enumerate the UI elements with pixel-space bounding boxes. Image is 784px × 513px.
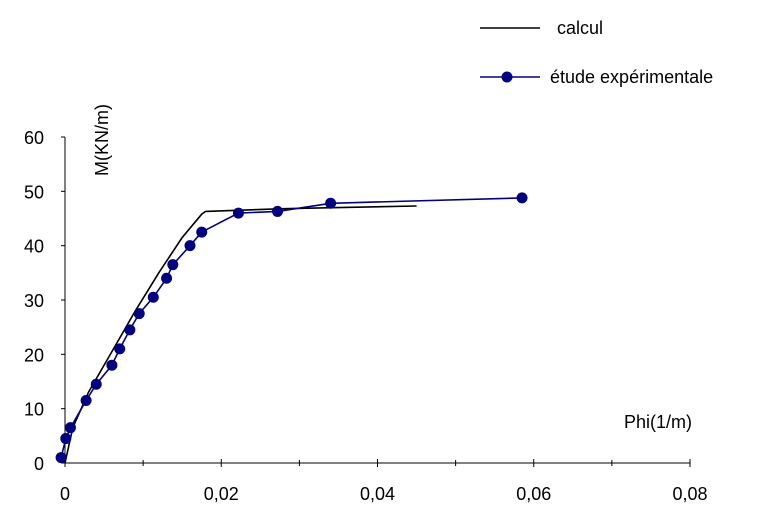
data-point xyxy=(114,343,126,355)
x-axis: 0 0,02 0,04 0,06 0,08 xyxy=(60,459,708,504)
data-point xyxy=(161,272,173,284)
legend-item-etude: étude expérimentale xyxy=(480,67,713,87)
y-tick-label: 60 xyxy=(24,128,44,148)
x-tick-label: 0,02 xyxy=(204,484,239,504)
data-point xyxy=(133,308,145,320)
data-point xyxy=(196,226,208,238)
x-axis-title: Phi(1/m) xyxy=(624,412,692,432)
y-tick-label: 0 xyxy=(34,454,44,474)
y-tick-label: 50 xyxy=(24,182,44,202)
data-point xyxy=(90,378,102,390)
data-point xyxy=(272,205,283,217)
x-tick-label: 0 xyxy=(60,484,70,504)
x-tick-label: 0,04 xyxy=(360,484,395,504)
x-tick-label: 0,06 xyxy=(516,484,551,504)
y-tick-label: 10 xyxy=(24,400,44,420)
legend-item-calcul: calcul xyxy=(480,18,603,38)
data-point xyxy=(325,197,337,209)
data-point xyxy=(232,207,244,219)
series-etude xyxy=(55,192,528,464)
data-point xyxy=(147,291,159,303)
y-axis-title: M(KN/m) xyxy=(92,104,112,176)
data-point xyxy=(64,422,76,434)
data-point xyxy=(60,433,72,445)
data-point xyxy=(55,452,67,464)
y-tick-label: 30 xyxy=(24,291,44,311)
legend-label-calcul: calcul xyxy=(557,18,603,38)
x-tick-label: 0,08 xyxy=(672,484,707,504)
series-calcul xyxy=(64,205,417,464)
legend-swatch-etude-marker xyxy=(501,71,513,83)
data-point xyxy=(80,395,92,407)
data-point xyxy=(124,324,136,336)
plot-area xyxy=(55,192,528,464)
series-line xyxy=(64,205,417,464)
data-point xyxy=(167,259,179,271)
y-tick-label: 20 xyxy=(24,345,44,365)
x-ticks: 0 0,02 0,04 0,06 0,08 xyxy=(60,459,708,504)
data-point xyxy=(184,240,196,252)
data-point xyxy=(106,359,118,371)
legend-label-etude: étude expérimentale xyxy=(550,67,713,87)
y-ticks: 0 10 20 30 40 50 60 xyxy=(24,128,65,474)
data-point xyxy=(516,192,528,204)
y-tick-label: 40 xyxy=(24,237,44,257)
legend: calcul étude expérimentale xyxy=(480,18,713,87)
y-axis: 0 10 20 30 40 50 60 xyxy=(24,128,66,474)
